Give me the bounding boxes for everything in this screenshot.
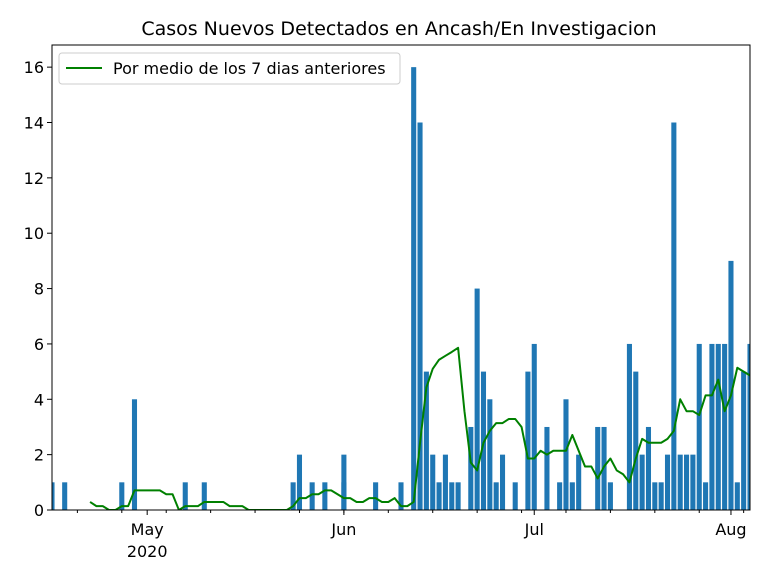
bar	[576, 454, 582, 510]
bar	[569, 482, 575, 510]
bar	[499, 454, 506, 510]
plot-area	[51, 44, 751, 511]
x-tick-label: Aug	[715, 520, 746, 539]
bar	[436, 482, 442, 510]
legend-box	[58, 52, 401, 85]
y-axis: 0 2 4 6 8 10 12 14 16	[24, 58, 52, 520]
bar	[639, 454, 645, 510]
bar	[544, 426, 550, 510]
legend-label: Por medio de los 7 dias anteriores	[113, 59, 386, 78]
bar	[201, 482, 207, 510]
bar	[684, 454, 690, 510]
bar	[557, 482, 563, 510]
y-tick-label: 16	[24, 58, 44, 77]
y-tick-label: 8	[34, 280, 44, 299]
bar	[677, 454, 683, 510]
y-tick-label: 10	[24, 224, 44, 243]
bar	[487, 399, 493, 510]
bar	[722, 343, 728, 510]
bar	[652, 482, 658, 510]
bar	[373, 482, 379, 510]
bar	[741, 371, 747, 510]
bar	[696, 343, 702, 510]
bar	[607, 482, 613, 510]
plot-frame	[51, 44, 751, 511]
bar	[595, 426, 601, 510]
bar	[309, 482, 315, 510]
y-tick-label: 12	[24, 169, 44, 188]
bar	[62, 482, 68, 510]
bar	[119, 482, 125, 510]
bar	[493, 482, 499, 510]
bar	[417, 122, 423, 510]
bar	[468, 426, 474, 510]
bar	[658, 482, 664, 510]
bar	[703, 482, 709, 510]
chart-title: Casos Nuevos Detectados en Ancash/En Inv…	[141, 18, 656, 40]
bar	[474, 288, 480, 510]
bar	[728, 260, 734, 510]
x-tick-label: May	[131, 520, 164, 539]
bar	[455, 482, 461, 510]
bar	[734, 482, 740, 510]
bar	[531, 343, 537, 510]
bar	[715, 343, 721, 510]
bar	[411, 67, 417, 510]
bar	[690, 454, 696, 510]
x-tick-year-label: 2020	[127, 542, 168, 561]
bar	[423, 371, 429, 510]
bar	[709, 343, 715, 510]
legend: Por medio de los 7 dias anteriores	[58, 52, 401, 85]
bar	[626, 343, 632, 510]
y-tick-label: 2	[34, 446, 44, 465]
bar	[747, 343, 750, 510]
bar	[671, 122, 677, 510]
bar	[341, 454, 347, 510]
y-tick-label: 6	[34, 335, 44, 354]
bar	[290, 482, 296, 510]
y-tick-label: 14	[24, 114, 44, 133]
bar	[430, 454, 436, 510]
bar	[182, 482, 188, 510]
bar	[645, 426, 652, 510]
bar	[664, 454, 671, 510]
x-axis: May 2020 Jun Jul Aug	[76, 510, 747, 561]
bar	[52, 482, 55, 510]
bar	[442, 454, 448, 510]
bar	[322, 482, 328, 510]
bar	[131, 399, 138, 510]
bar	[563, 399, 569, 510]
bar	[525, 371, 531, 510]
x-tick-label: Jun	[330, 520, 356, 539]
bar	[449, 482, 455, 510]
bar	[296, 454, 303, 510]
y-tick-label: 4	[34, 390, 44, 409]
y-tick-label: 0	[34, 501, 44, 520]
x-tick-label: Jul	[524, 520, 544, 539]
bar	[633, 371, 639, 510]
bar	[512, 482, 518, 510]
moving-average-line	[89, 346, 750, 510]
bar	[398, 482, 404, 510]
